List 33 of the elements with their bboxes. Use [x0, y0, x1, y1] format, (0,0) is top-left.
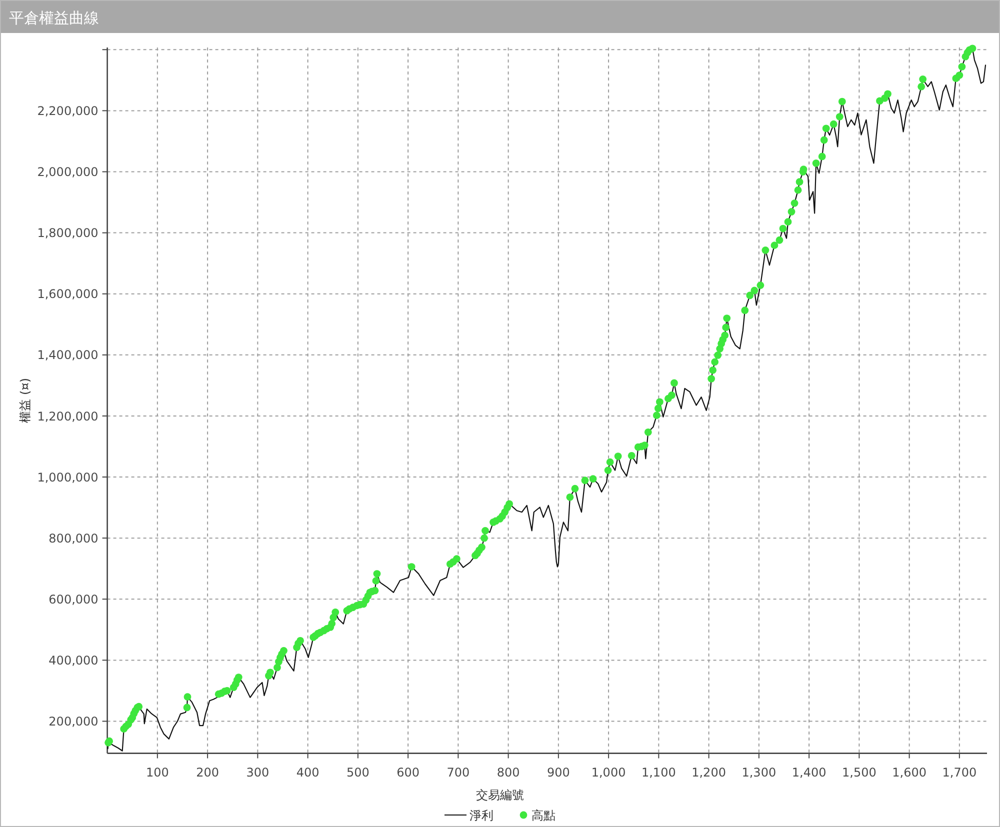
y-tick-label: 800,000 [48, 531, 98, 546]
y-tick-label: 1,200,000 [37, 409, 98, 424]
x-tick-label: 1,500 [842, 765, 876, 780]
y-tick-label: 1,400,000 [37, 348, 98, 362]
x-tick-label: 500 [346, 765, 370, 780]
x-tick-label: 1,100 [642, 765, 676, 780]
x-tick-label: 100 [146, 765, 169, 780]
x-tick-label: 1,000 [591, 765, 626, 780]
y-tick-label: 600,000 [48, 592, 98, 606]
x-tick-label: 1,600 [892, 765, 926, 780]
legend-label: 高點 [532, 808, 556, 822]
x-tick-label: 1,700 [942, 765, 977, 780]
legend-label: 淨利 [470, 808, 494, 822]
x-tick-label: 300 [246, 765, 270, 780]
x-tick-label: 700 [446, 765, 470, 780]
x-axis-title: 交易編號 [476, 788, 524, 802]
x-tick-label: 600 [396, 765, 420, 780]
y-tick-label: 1,800,000 [37, 226, 98, 240]
y-tick-label: 1,600,000 [37, 287, 98, 302]
y-tick-label: 200,000 [48, 714, 98, 729]
x-tick-label: 900 [546, 765, 570, 780]
x-tick-label: 1,300 [742, 765, 776, 780]
y-tick-label: 2,000,000 [37, 165, 98, 180]
chart-title: 平倉權益曲線 [9, 9, 99, 27]
x-tick-label: 400 [296, 765, 320, 780]
y-tick-label: 2,200,000 [37, 104, 98, 118]
x-tick-label: 1,400 [792, 765, 826, 780]
y-axis-title: 權益 (¤) [18, 378, 32, 423]
x-tick-label: 1,200 [692, 765, 726, 780]
x-tick-label: 200 [196, 765, 220, 780]
x-tick-label: 800 [496, 765, 520, 780]
y-tick-label: 1,000,000 [37, 470, 98, 484]
y-tick-label: 400,000 [48, 653, 98, 668]
